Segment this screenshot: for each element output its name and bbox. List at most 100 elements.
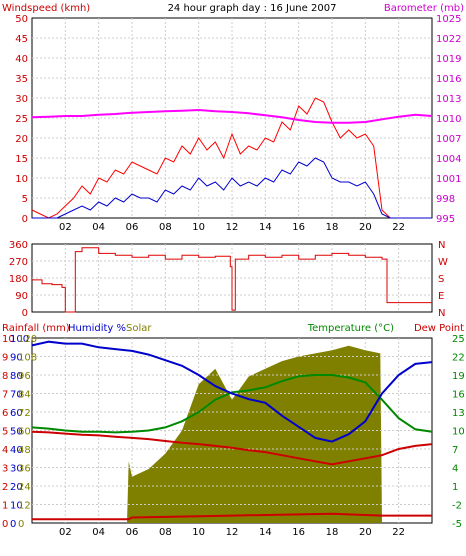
windspeed-tick-label: 25 bbox=[15, 114, 28, 125]
solar-axis-label: Solar bbox=[126, 323, 152, 334]
solar-tick-label: 0 bbox=[18, 519, 24, 530]
x-tick-label: 14 bbox=[259, 222, 272, 233]
direction-tick-label: 180 bbox=[9, 274, 28, 285]
x-tick-label: 16 bbox=[292, 527, 305, 538]
windspeed-tick-label: 50 bbox=[15, 14, 28, 25]
rain-tick-label: 9 bbox=[2, 353, 8, 364]
barometer-tick-label: 995 bbox=[436, 214, 455, 225]
solar-tick-label: 36 bbox=[18, 464, 31, 475]
x-tick-label: 12 bbox=[226, 527, 239, 538]
temperature-tick-label: 25 bbox=[452, 334, 465, 345]
barometer-tick-label: 1004 bbox=[436, 154, 461, 165]
barometer-tick-label: 1007 bbox=[436, 134, 461, 145]
x-tick-label: 22 bbox=[392, 527, 405, 538]
direction-tick-label: 360 bbox=[9, 240, 28, 251]
compass-tick-label: W bbox=[438, 257, 448, 268]
wind-gust-line bbox=[31, 97, 432, 219]
chart-title: 24 hour graph day : 16 June 2007 bbox=[168, 3, 337, 14]
solar-tick-label: 60 bbox=[18, 427, 31, 438]
barometer-tick-label: 998 bbox=[436, 194, 455, 205]
barometer-tick-label: 1001 bbox=[436, 174, 461, 185]
humidity-tick-label: 50 bbox=[10, 427, 23, 438]
rain-tick-label: 1 bbox=[2, 501, 8, 512]
solar-tick-label: 48 bbox=[18, 445, 31, 456]
rain-tick-label: 8 bbox=[2, 371, 8, 382]
windspeed-tick-label: 20 bbox=[15, 134, 28, 145]
barometer-tick-label: 1019 bbox=[436, 54, 461, 65]
solar-tick-label: 12 bbox=[18, 501, 31, 512]
solar-tick-label: 84 bbox=[18, 390, 31, 401]
temperature-tick-label: 16 bbox=[452, 390, 465, 401]
temperature-tick-label: 1 bbox=[452, 482, 458, 493]
humidity-axis-label: Humidity % bbox=[68, 323, 126, 334]
x-tick-label: 08 bbox=[159, 527, 172, 538]
x-tick-label: 20 bbox=[359, 527, 372, 538]
solar-tick-label: 24 bbox=[18, 482, 31, 493]
x-tick-label: 14 bbox=[259, 527, 272, 538]
compass-tick-label: N bbox=[438, 240, 445, 251]
windspeed-tick-label: 40 bbox=[15, 54, 28, 65]
temperature-tick-label: -5 bbox=[452, 519, 462, 530]
barometer-tick-label: 1016 bbox=[436, 74, 461, 85]
windspeed-tick-label: 35 bbox=[15, 74, 28, 85]
x-tick-label: 16 bbox=[292, 222, 305, 233]
x-tick-label: 06 bbox=[126, 527, 139, 538]
x-tick-label: 20 bbox=[359, 222, 372, 233]
windspeed-tick-label: 10 bbox=[15, 174, 28, 185]
temperature-tick-label: 22 bbox=[452, 353, 465, 364]
x-tick-label: 18 bbox=[326, 222, 339, 233]
wind-average-line bbox=[32, 157, 432, 219]
humidity-tick-label: 100 bbox=[10, 334, 29, 345]
solar-tick-label: 72 bbox=[18, 408, 31, 419]
humidity-tick-label: 20 bbox=[10, 482, 23, 493]
dewpoint-axis-label: Dew Point bbox=[414, 323, 464, 334]
rainfall-axis-label: Rainfall (mm) bbox=[2, 323, 70, 334]
barometer-tick-label: 1025 bbox=[436, 14, 461, 25]
barometer-tick-label: 1022 bbox=[436, 34, 461, 45]
humidity-tick-label: 90 bbox=[10, 353, 23, 364]
temperature-tick-label: 7 bbox=[452, 445, 458, 456]
x-tick-label: 04 bbox=[92, 527, 105, 538]
compass-tick-label: E bbox=[438, 291, 444, 302]
temperature-axis-label: Temperature (°C) bbox=[307, 323, 394, 334]
solar-area bbox=[32, 345, 432, 523]
humidity-tick-label: 40 bbox=[10, 445, 23, 456]
x-tick-label: 12 bbox=[226, 222, 239, 233]
solar-tick-label: 96 bbox=[18, 371, 31, 382]
barometer-tick-label: 1013 bbox=[436, 94, 461, 105]
windspeed-tick-label: 5 bbox=[22, 194, 28, 205]
humidity-tick-label: 10 bbox=[10, 501, 23, 512]
direction-tick-label: 0 bbox=[22, 308, 28, 319]
humidity-tick-label: 60 bbox=[10, 408, 23, 419]
compass-tick-label: S bbox=[438, 274, 444, 285]
barometer-axis-label: Barometer (mb) bbox=[384, 3, 464, 14]
barometer-line bbox=[31, 108, 433, 124]
temperature-tick-label: 13 bbox=[452, 408, 465, 419]
rain-tick-label: 4 bbox=[2, 445, 8, 456]
rain-tick-label: 3 bbox=[2, 464, 8, 475]
solar-tick-label: 120 bbox=[18, 334, 37, 345]
solar-tick-label: 108 bbox=[18, 353, 37, 364]
rain-tick-label: 5 bbox=[2, 427, 8, 438]
direction-tick-label: 270 bbox=[9, 257, 28, 268]
dewpoint-line bbox=[31, 430, 433, 466]
x-tick-label: 18 bbox=[326, 527, 339, 538]
humidity-tick-label: 70 bbox=[10, 390, 23, 401]
direction-tick-label: 90 bbox=[15, 291, 28, 302]
windspeed-tick-label: 30 bbox=[15, 94, 28, 105]
humidity-tick-label: 80 bbox=[10, 371, 23, 382]
wind-direction-line bbox=[32, 247, 432, 313]
rainfall-line bbox=[32, 512, 432, 521]
temperature-tick-label: 4 bbox=[452, 464, 458, 475]
temperature-tick-label: 10 bbox=[452, 427, 465, 438]
x-tick-label: 02 bbox=[59, 527, 72, 538]
rain-tick-label: 2 bbox=[2, 482, 8, 493]
wind-barometer-panel: 0510152025303540455099599810011004100710… bbox=[15, 14, 461, 233]
humidity-line bbox=[31, 340, 433, 443]
x-tick-label: 06 bbox=[126, 222, 139, 233]
windspeed-axis-label: Windspeed (kmh) bbox=[2, 3, 90, 14]
x-tick-label: 04 bbox=[92, 222, 105, 233]
humidity-tick-label: 30 bbox=[10, 464, 23, 475]
